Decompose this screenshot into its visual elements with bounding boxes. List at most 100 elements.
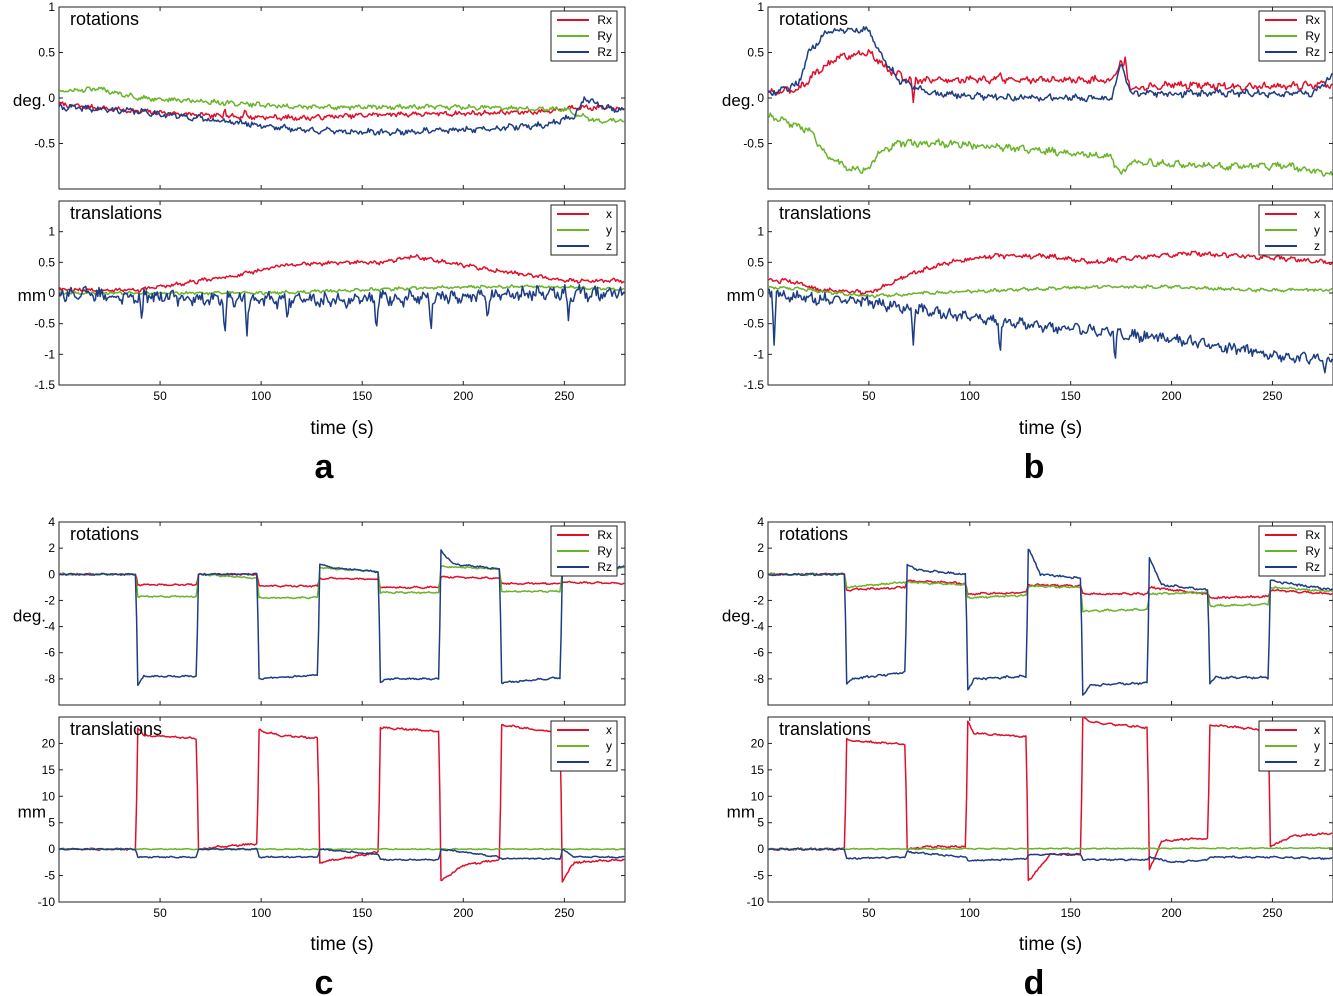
y-tick-label: -0.5 xyxy=(743,317,764,331)
y-axis-label: deg. xyxy=(722,91,755,110)
legend-entry-z: z xyxy=(1314,755,1320,769)
series-line-z xyxy=(59,847,625,862)
series-line-x xyxy=(59,254,625,293)
series-line-Rx xyxy=(59,572,625,590)
y-tick-label: 5 xyxy=(757,816,764,830)
y-tick-label: -10 xyxy=(747,895,765,909)
panel-b: -0.5 0 0.5 1 rotations deg. Rx Ry Rz -1.5 -1 -0.5 0 0… xyxy=(722,0,1333,486)
panel-a: -0.5 0 0.5 1 rotations deg. Rx Ry Rz -1.5 -1 -0.5 0 0… xyxy=(13,0,626,486)
plot-frame xyxy=(58,6,626,190)
y-tick-label: 0 xyxy=(48,842,55,856)
plot-title: rotations xyxy=(70,9,139,29)
translations-plot-c: -10 -5 0 5 10 15 20 50 100 150 200 250 translations m… xyxy=(18,716,626,920)
x-tick-label: 50 xyxy=(153,906,167,920)
y-tick-label: -0.5 xyxy=(743,137,764,151)
series-line-Rx xyxy=(768,572,1333,600)
panel-letter: b xyxy=(1024,448,1045,486)
y-tick-label: 0 xyxy=(757,842,764,856)
y-tick-label: 0 xyxy=(757,286,764,300)
x-axis-label: time (s) xyxy=(310,418,373,439)
x-tick-label: 50 xyxy=(862,906,876,920)
series-line-z xyxy=(768,847,1333,864)
x-axis-label: time (s) xyxy=(310,934,373,955)
y-axis-label: deg. xyxy=(722,607,755,626)
legend-entry-z: z xyxy=(606,239,612,253)
x-tick-label: 200 xyxy=(1162,906,1182,920)
x-tick-label: 250 xyxy=(1262,389,1282,403)
series-group xyxy=(768,548,1333,696)
y-tick-label: 0 xyxy=(48,567,55,581)
y-tick-label: 1 xyxy=(757,0,764,14)
y-tick-label: 5 xyxy=(48,816,55,830)
plot-frame xyxy=(767,521,1333,706)
x-tick-label: 100 xyxy=(960,389,980,403)
legend-entry-z: z xyxy=(606,755,612,769)
y-tick-label: 0.5 xyxy=(38,255,55,269)
legend-entry-y: y xyxy=(606,223,612,237)
series-line-Rz xyxy=(59,549,625,687)
x-tick-label: 50 xyxy=(153,389,167,403)
series-line-y xyxy=(59,847,625,851)
legend-entry-Rx: Rx xyxy=(1305,528,1320,542)
legend-entry-x: x xyxy=(606,723,612,737)
legend-entry-y: y xyxy=(606,739,612,753)
y-tick-label: 10 xyxy=(751,789,765,803)
plot-frame xyxy=(767,716,1333,903)
x-tick-label: 250 xyxy=(1262,906,1282,920)
y-tick-label: 0.5 xyxy=(38,46,55,60)
plot-frame xyxy=(58,521,626,706)
y-axis-label: deg. xyxy=(13,91,46,110)
y-tick-label: -1.5 xyxy=(743,378,764,392)
y-tick-label: -2 xyxy=(753,593,764,607)
x-tick-label: 150 xyxy=(1061,906,1081,920)
legend-entry-Rz: Rz xyxy=(597,45,612,59)
legend-entry-Ry: Ry xyxy=(1305,544,1320,558)
series-line-Rz xyxy=(768,548,1333,696)
legend-entry-x: x xyxy=(606,207,612,221)
series-line-z xyxy=(59,283,625,337)
y-tick-label: 4 xyxy=(48,515,55,529)
legend-entry-z: z xyxy=(1314,239,1320,253)
y-tick-label: 15 xyxy=(42,763,56,777)
x-tick-label: 200 xyxy=(453,906,473,920)
y-tick-label: -0.5 xyxy=(34,137,55,151)
y-tick-label: -4 xyxy=(753,620,764,634)
x-tick-label: 150 xyxy=(1061,389,1081,403)
x-tick-label: 250 xyxy=(554,906,574,920)
x-tick-label: 100 xyxy=(251,389,271,403)
legend-entry-x: x xyxy=(1314,723,1320,737)
plot-title: translations xyxy=(70,203,162,223)
y-tick-label: -5 xyxy=(753,869,764,883)
legend: Rx Ry Rz xyxy=(550,525,618,577)
series-group xyxy=(59,549,625,687)
y-axis-label: mm xyxy=(18,803,46,822)
rotations-plot-b: -0.5 0 0.5 1 rotations deg. Rx Ry Rz xyxy=(722,0,1333,190)
translations-plot-d: -10 -5 0 5 10 15 20 50 100 150 200 250 translations m… xyxy=(727,716,1333,920)
y-tick-label: -6 xyxy=(44,646,55,660)
y-tick-label: -5 xyxy=(44,869,55,883)
series-line-y xyxy=(59,284,625,296)
series-line-x xyxy=(768,250,1333,296)
series-line-y xyxy=(768,846,1333,851)
y-tick-label: 0.5 xyxy=(747,255,764,269)
rotations-plot-a: -0.5 0 0.5 1 rotations deg. Rx Ry Rz xyxy=(13,0,626,190)
legend-entry-Ry: Ry xyxy=(597,544,612,558)
y-tick-label: -2 xyxy=(44,593,55,607)
panel-letter: c xyxy=(315,964,334,996)
y-tick-label: 0 xyxy=(48,286,55,300)
series-group xyxy=(768,250,1333,374)
series-line-Ry xyxy=(768,112,1333,177)
rotations-plot-c: -8 -6 -4 -2 0 2 4 rotations deg. Rx Ry Rz xyxy=(13,515,626,706)
y-axis-label: mm xyxy=(18,286,46,305)
y-tick-label: -1.5 xyxy=(34,378,55,392)
series-line-Ry xyxy=(768,572,1333,613)
plot-title: translations xyxy=(70,719,162,739)
legend: Rx Ry Rz xyxy=(550,10,618,62)
y-tick-label: 20 xyxy=(42,736,56,750)
legend: Rx Ry Rz xyxy=(1258,525,1326,577)
series-group xyxy=(768,26,1333,177)
series-line-y xyxy=(768,284,1333,299)
legend: Rx Ry Rz xyxy=(1258,10,1326,62)
x-tick-label: 250 xyxy=(554,389,574,403)
y-tick-label: -8 xyxy=(753,672,764,686)
